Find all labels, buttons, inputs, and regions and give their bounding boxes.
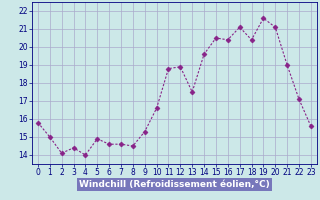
X-axis label: Windchill (Refroidissement éolien,°C): Windchill (Refroidissement éolien,°C) <box>79 180 270 189</box>
